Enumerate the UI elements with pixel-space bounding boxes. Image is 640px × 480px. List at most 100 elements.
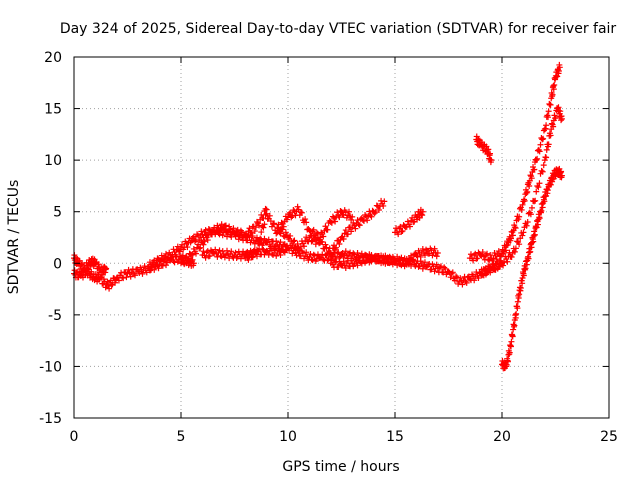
data-point (386, 260, 393, 267)
data-point (548, 120, 555, 127)
data-point (555, 67, 562, 74)
data-point (289, 213, 296, 220)
series-track-f (242, 203, 356, 263)
data-point (195, 241, 202, 248)
data-point (253, 218, 260, 225)
data-point (236, 232, 243, 239)
data-point (545, 141, 552, 148)
data-point (344, 231, 351, 238)
data-point (158, 252, 165, 259)
data-point (380, 253, 387, 260)
data-point (368, 213, 375, 220)
y-tick-label: 0 (53, 256, 62, 272)
data-point (543, 122, 550, 129)
data-point (354, 217, 361, 224)
data-point (335, 249, 342, 256)
series-track-a (71, 251, 197, 292)
data-point (512, 225, 519, 232)
data-point (398, 228, 405, 235)
data-point (287, 209, 294, 216)
data-point (507, 235, 514, 242)
data-point (459, 281, 466, 288)
data-point (485, 269, 492, 276)
data-point (176, 248, 183, 255)
data-point (490, 260, 497, 267)
data-point (540, 162, 547, 169)
data-point (545, 114, 552, 121)
data-point (202, 254, 209, 261)
series-track-g (274, 197, 388, 258)
data-point (185, 256, 192, 263)
data-point (433, 253, 440, 260)
data-point (406, 223, 413, 230)
data-point (551, 81, 558, 88)
data-point (508, 338, 515, 345)
data-point (92, 260, 99, 267)
data-point (179, 255, 186, 262)
data-point (282, 229, 289, 236)
data-point (557, 108, 564, 115)
data-point (172, 252, 179, 259)
x-tick-label: 20 (493, 429, 511, 445)
data-point (244, 233, 251, 240)
data-point (270, 221, 277, 228)
data-point (197, 244, 204, 251)
data-point (333, 244, 340, 251)
data-point (273, 238, 280, 245)
data-point (278, 219, 285, 226)
data-point (143, 269, 150, 276)
data-point (524, 188, 531, 195)
data-point (334, 250, 341, 257)
data-point (523, 189, 530, 196)
plot-frame (73, 56, 610, 419)
data-point (160, 258, 167, 265)
data-point (324, 226, 331, 233)
data-point (275, 221, 282, 228)
y-tick-label: -15 (39, 411, 62, 427)
data-point (201, 238, 208, 245)
data-point (434, 249, 441, 256)
data-point (528, 175, 535, 182)
data-point (396, 255, 403, 262)
data-point (112, 279, 119, 286)
data-point (482, 265, 489, 272)
data-point (558, 172, 565, 179)
data-point (219, 232, 226, 239)
data-point (281, 249, 288, 256)
data-point (163, 250, 170, 257)
data-point (540, 135, 547, 142)
data-point (547, 181, 554, 188)
data-point (527, 248, 534, 255)
data-point (159, 262, 166, 269)
data-point (503, 361, 510, 368)
data-point (345, 250, 352, 257)
data-point (487, 150, 494, 157)
data-point (198, 228, 205, 235)
data-point (131, 272, 138, 279)
data-point (261, 235, 268, 242)
data-point (408, 252, 415, 259)
data-point (554, 73, 561, 80)
data-point (397, 223, 404, 230)
data-point (380, 202, 387, 209)
data-point (191, 238, 198, 245)
y-tick-label: -5 (48, 308, 62, 324)
data-point (518, 206, 525, 213)
data-point (260, 224, 267, 231)
data-point (209, 231, 216, 238)
data-point (280, 232, 287, 239)
data-point (421, 259, 428, 266)
data-point (259, 245, 266, 252)
data-point (354, 249, 361, 256)
x-tick-label: 5 (177, 429, 186, 445)
data-point (401, 263, 408, 270)
data-point (523, 222, 530, 229)
data-point (335, 263, 342, 270)
data-point (463, 279, 470, 286)
grid (74, 57, 609, 418)
data-point (320, 256, 327, 263)
series-track-l (499, 165, 565, 372)
series-track-d (178, 205, 270, 268)
